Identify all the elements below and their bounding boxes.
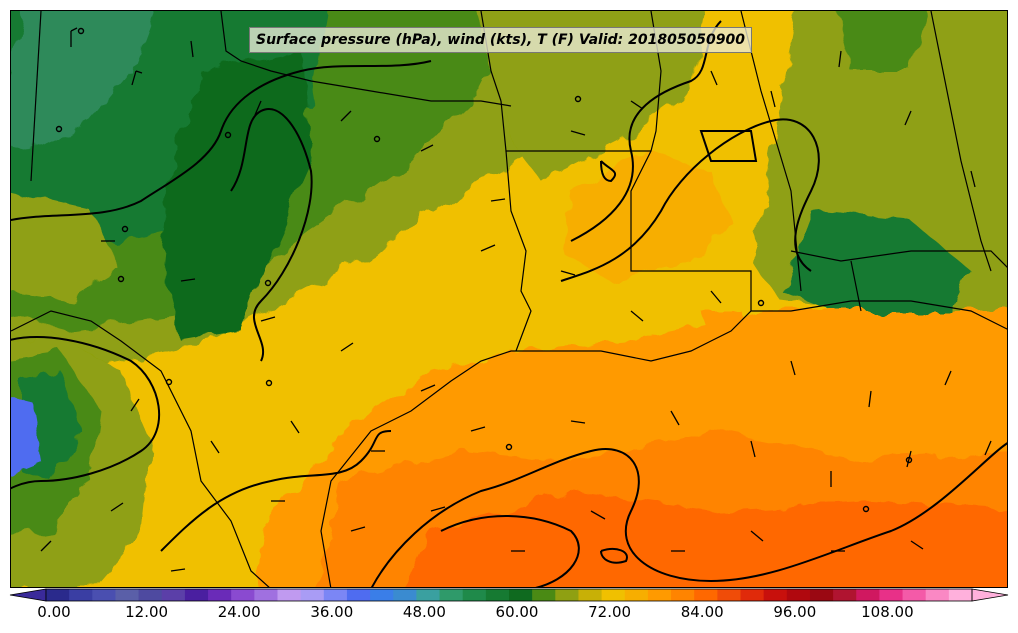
map-panel: Surface pressure (hPa), wind (kts), T (F… [10,10,1008,588]
colorbar-segment [948,589,973,601]
colorbar-segment [717,589,741,601]
colorbar-segment [416,589,441,601]
state-borders [11,11,1007,587]
colorbar-segment [694,589,718,601]
temperature-colorbar [9,588,1009,602]
colorbar-segment [69,589,93,601]
colorbar-segment [624,589,649,601]
colorbar-segment [300,589,325,601]
colorbar-segment [161,589,186,601]
colorbar-segment [532,589,556,601]
colorbar-tick-label: 24.00 [217,603,261,621]
colorbar-tick-label: 108.00 [861,603,914,621]
colorbar-segment [763,589,788,601]
colorbar-segment [809,589,834,601]
colorbar-segment [902,589,927,601]
colorbar-max-extend [971,588,1009,602]
colorbar-segment [46,589,70,601]
colorbar-segment [115,589,140,601]
colorbar-tick-label: 84.00 [680,603,724,621]
colorbar-tick-label: 96.00 [773,603,817,621]
colorbar-segment [601,589,626,601]
colorbar-segment [509,589,533,601]
colorbar-segment [277,589,302,601]
colorbar-segment [856,589,880,601]
colorbar-segment [740,589,765,601]
colorbar-segment [92,589,116,601]
colorbar-segment [879,589,904,601]
colorbar-segment [346,589,371,601]
colorbar-segment [323,589,348,601]
colorbar-tick-label: 0.00 [37,603,71,621]
colorbar-min-extend [9,588,47,602]
colorbar-segment [439,589,464,601]
temperature-fill [11,11,1007,587]
colorbar-segment [647,589,672,601]
colorbar-segment [184,589,209,601]
colorbar-segment [485,589,510,601]
pressure-isobars [11,20,1007,587]
colorbar-segment [138,589,163,601]
calm-wind-markers [55,27,913,513]
colorbar-segment [786,589,811,601]
colorbar-segment [254,589,278,601]
colorbar-segment [231,589,255,601]
colorbar-segment [462,589,487,601]
colorbar-segment [578,589,603,601]
map-title: Surface pressure (hPa), wind (kts), T (F… [249,27,753,53]
colorbar-tick-label: 48.00 [402,603,446,621]
colorbar-segment [370,589,394,601]
colorbar-tick-label: 12.00 [125,603,169,621]
colorbar-segment [393,589,417,601]
wind-barbs [40,27,992,572]
colorbar-segment [925,589,950,601]
colorbar-segment [833,589,857,601]
colorbar-segment [671,589,695,601]
colorbar-tick-label: 36.00 [310,603,354,621]
colorbar-segment [208,589,232,601]
colorbar-segment [555,589,579,601]
colorbar-tick-label: 60.00 [495,603,539,621]
colorbar-tick-label: 72.00 [588,603,632,621]
colorbar-border [45,588,973,602]
weather-map [11,11,1007,587]
